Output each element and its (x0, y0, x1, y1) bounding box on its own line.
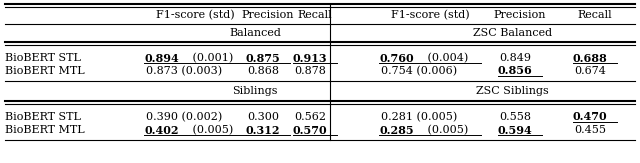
Text: 0.849: 0.849 (499, 53, 531, 63)
Text: 0.878: 0.878 (294, 66, 326, 76)
Text: Recall: Recall (298, 10, 332, 20)
Text: 0.455: 0.455 (574, 125, 606, 135)
Text: 0.868: 0.868 (247, 66, 279, 76)
Text: 0.913: 0.913 (292, 52, 327, 64)
Text: (0.001): (0.001) (189, 53, 233, 63)
Text: BioBERT STL: BioBERT STL (5, 112, 81, 122)
Text: Precision: Precision (493, 10, 547, 20)
Text: Recall: Recall (578, 10, 612, 20)
Text: 0.873 (0.003): 0.873 (0.003) (146, 66, 222, 76)
Text: 0.312: 0.312 (246, 125, 280, 135)
Text: 0.894: 0.894 (144, 52, 179, 64)
Text: 0.875: 0.875 (246, 52, 280, 64)
Text: 0.674: 0.674 (575, 66, 606, 76)
Text: 0.285: 0.285 (379, 125, 413, 135)
Text: 0.856: 0.856 (497, 66, 532, 76)
Text: 0.754 (0.006): 0.754 (0.006) (381, 66, 457, 76)
Text: F1-score (std): F1-score (std) (390, 10, 469, 20)
Text: ZSC Siblings: ZSC Siblings (476, 86, 549, 96)
Text: (0.005): (0.005) (189, 125, 233, 135)
Text: 0.760: 0.760 (379, 52, 413, 64)
Text: 0.688: 0.688 (573, 52, 607, 64)
Text: 0.594: 0.594 (497, 125, 532, 135)
Text: 0.390 (0.002): 0.390 (0.002) (146, 112, 222, 122)
Text: 0.570: 0.570 (292, 125, 327, 135)
Text: 0.402: 0.402 (144, 125, 179, 135)
Text: Balanced: Balanced (229, 28, 281, 38)
Text: (0.004): (0.004) (424, 53, 468, 63)
Text: BioBERT MTL: BioBERT MTL (5, 125, 84, 135)
Text: (0.005): (0.005) (424, 125, 468, 135)
Text: F1-score (std): F1-score (std) (156, 10, 234, 20)
Text: BioBERT MTL: BioBERT MTL (5, 66, 84, 76)
Text: 0.470: 0.470 (573, 111, 607, 123)
Text: BioBERT STL: BioBERT STL (5, 53, 81, 63)
Text: 0.558: 0.558 (499, 112, 531, 122)
Text: 0.562: 0.562 (294, 112, 326, 122)
Text: 0.300: 0.300 (247, 112, 279, 122)
Text: Precision: Precision (242, 10, 294, 20)
Text: 0.281 (0.005): 0.281 (0.005) (381, 112, 457, 122)
Text: ZSC Balanced: ZSC Balanced (473, 28, 552, 38)
Text: Siblings: Siblings (232, 86, 278, 96)
